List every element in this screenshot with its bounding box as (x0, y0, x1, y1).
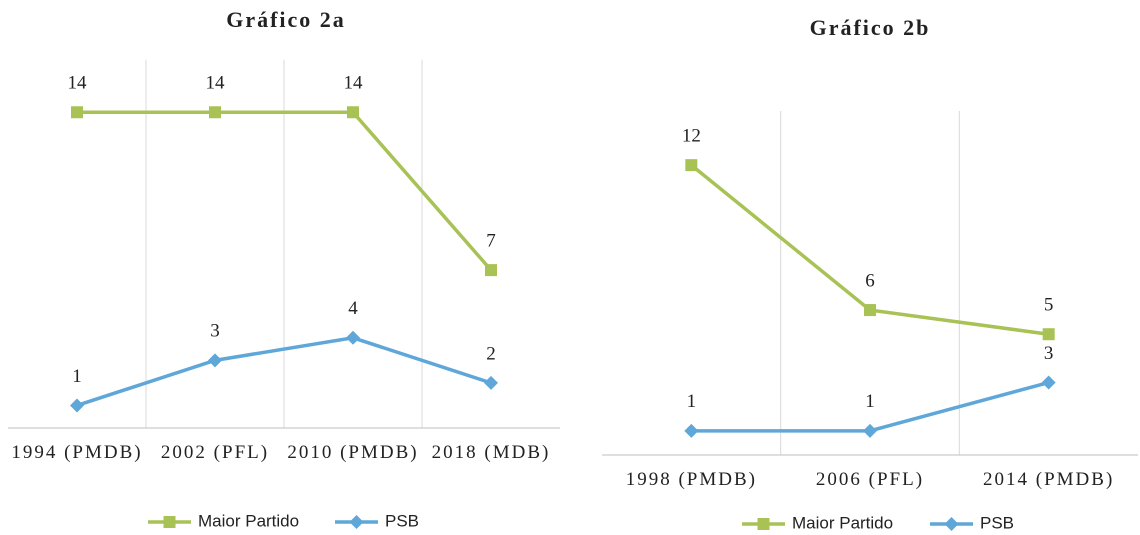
point (485, 264, 497, 277)
data-label: 3 (210, 321, 220, 342)
data-label: 3 (1044, 343, 1054, 364)
point (685, 159, 698, 172)
legend-label: Maior Partido (198, 511, 299, 530)
point (684, 423, 699, 438)
data-label: 7 (486, 230, 496, 251)
legend-label: PSB (385, 511, 419, 530)
x-tick-label: 2002 (PFL) (160, 442, 270, 463)
data-label: 12 (682, 126, 701, 147)
data-label: 6 (865, 270, 875, 291)
legend-marker (944, 517, 959, 531)
x-tick-label: 1998 (PMDB) (625, 469, 757, 490)
line (76, 335, 492, 408)
point (71, 106, 83, 119)
legend-marker (757, 518, 770, 530)
data-label: 14 (68, 73, 88, 94)
point (346, 330, 360, 345)
point (1042, 328, 1055, 341)
data-label: 1 (687, 391, 697, 412)
x-tick-label: 2006 (PFL) (815, 469, 925, 490)
chart-title: Gráfico 2b (810, 15, 931, 40)
point (347, 106, 359, 119)
data-label: 14 (344, 73, 364, 94)
data-label: 14 (206, 73, 226, 94)
point (863, 423, 877, 438)
point (209, 106, 221, 119)
data-label: 4 (348, 298, 358, 319)
data-label: 5 (1044, 295, 1054, 316)
legend-label: Maior Partido (792, 513, 893, 532)
point (1041, 375, 1056, 390)
point (484, 375, 498, 390)
x-tick-label: 2014 (PMDB) (983, 469, 1115, 490)
x-tick-label: 1994 (PMDB) (11, 442, 143, 463)
point (208, 353, 222, 368)
point (70, 398, 84, 413)
point (864, 304, 876, 317)
x-tick-label: 2010 (PMDB) (287, 442, 419, 463)
data-label: 2 (486, 343, 496, 364)
data-label: 1 (865, 391, 875, 412)
data-label: 1 (72, 366, 82, 387)
legend-marker (163, 516, 176, 528)
legend-marker (349, 515, 364, 529)
line (77, 110, 493, 272)
chart-title: Gráfico 2a (226, 7, 346, 32)
x-tick-label: 2018 (MDB) (431, 442, 551, 463)
legend-label: PSB (980, 513, 1014, 532)
